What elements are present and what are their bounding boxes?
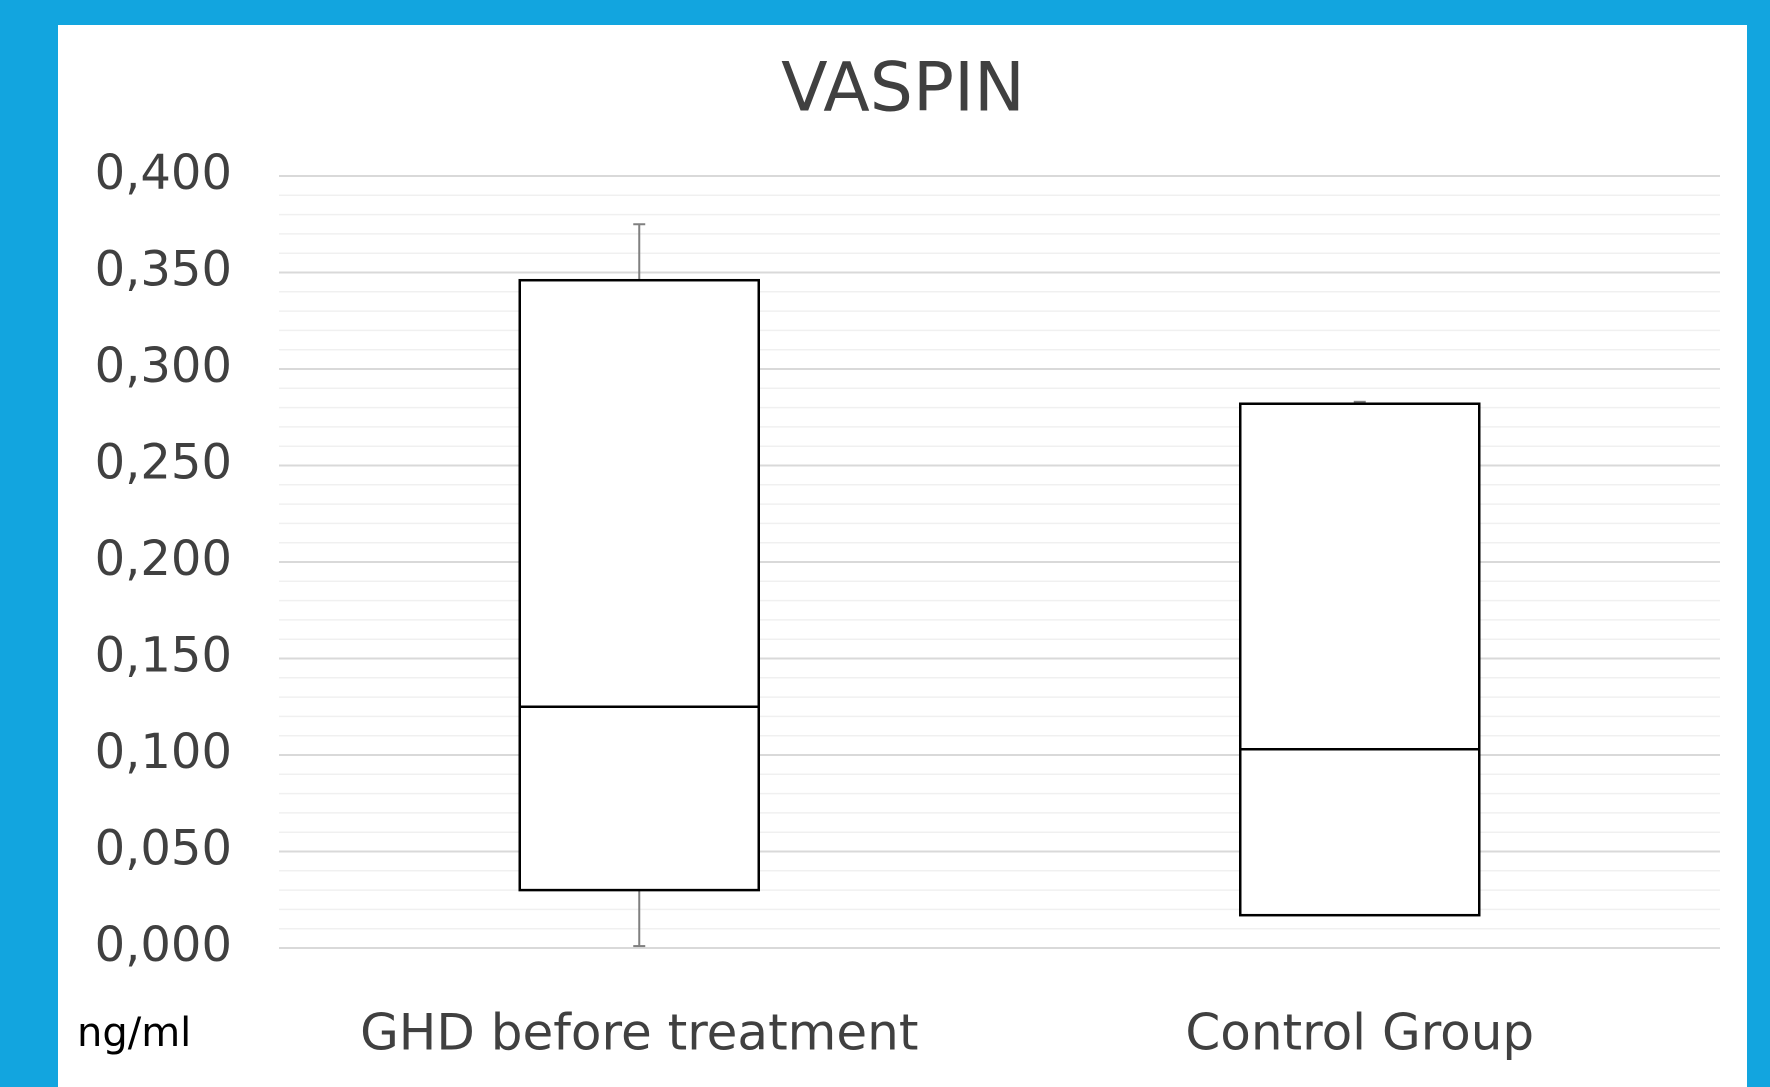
y-axis-label: ng/ml	[77, 1010, 191, 1056]
box	[1239, 402, 1481, 917]
y-tick-label: 0,250	[95, 435, 232, 491]
y-tick-label: 0,400	[95, 145, 232, 201]
y-tick-label: 0,100	[95, 724, 232, 780]
chart-title: VASPIN	[781, 49, 1025, 128]
y-tick-label: 0,050	[95, 821, 232, 877]
y-tick-label: 0,150	[95, 628, 232, 684]
panel	[58, 25, 1747, 1087]
x-tick-label: GHD before treatment	[360, 1004, 918, 1062]
y-tick-label: 0,200	[95, 531, 232, 587]
x-tick-label: Control Group	[1185, 1004, 1534, 1062]
box	[518, 278, 760, 892]
y-tick-label: 0,350	[95, 242, 232, 298]
y-tick-label: 0,000	[95, 917, 232, 973]
y-tick-label: 0,300	[95, 338, 232, 394]
